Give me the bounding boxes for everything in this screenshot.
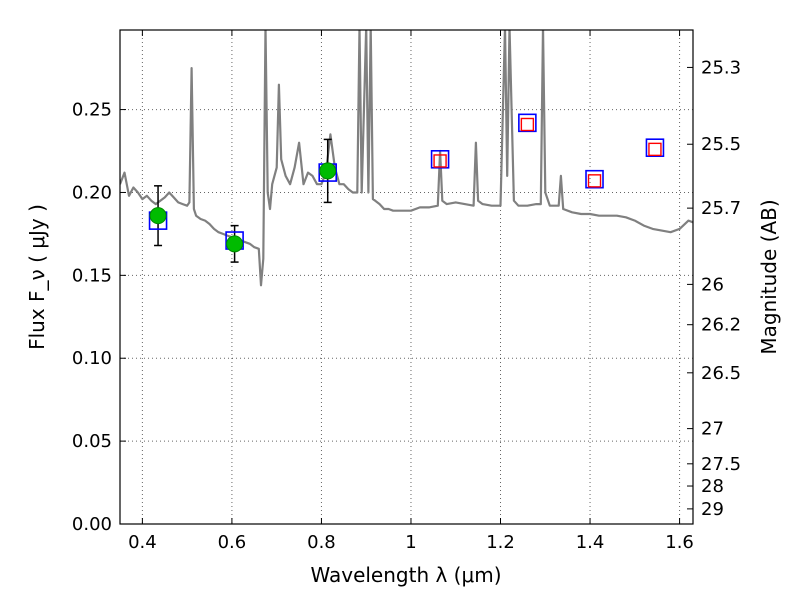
mag-tick-label: 25.3 — [701, 57, 741, 78]
observed-point — [226, 235, 244, 253]
observed-point — [319, 162, 337, 180]
model-square-blue — [585, 169, 604, 189]
model-square-red — [648, 142, 662, 157]
y2-axis-title: Magnitude (AB) — [757, 199, 781, 354]
y-tick-label: 0.10 — [72, 348, 112, 369]
x-tick-label: 1.4 — [576, 532, 605, 553]
model-square-red — [433, 154, 447, 168]
x-tick-label: 0.6 — [218, 532, 247, 553]
plot-frame — [119, 29, 694, 525]
model-square-blue — [430, 150, 450, 169]
x-tick-label: 1.2 — [486, 532, 515, 553]
x-axis-title: Wavelength λ (μm) — [310, 563, 501, 587]
mag-tick-label: 26 — [701, 274, 724, 295]
spectrum-line — [120, 30, 693, 287]
mag-tick-label: 29 — [701, 499, 724, 520]
model-square-blue — [645, 138, 665, 157]
mag-tick-label: 26.5 — [701, 363, 741, 384]
plot-series — [120, 30, 693, 287]
mag-tick-label: 26.2 — [701, 315, 741, 336]
axis-ticks: 0.4 0.6 0.8 1 1.2 1.4 1.6 0.00 0.05 0.10 0.15 0.20 0… — [72, 30, 741, 553]
y-tick-label: 0.15 — [72, 265, 112, 286]
y-tick-label: 0.05 — [72, 431, 112, 452]
mag-tick-label: 25.7 — [701, 198, 741, 219]
y-tick-label: 0.25 — [72, 100, 112, 121]
x-tick-label: 0.8 — [307, 532, 336, 553]
mag-tick-label: 27 — [701, 419, 724, 440]
model-square-red — [587, 174, 602, 188]
x-tick-label: 0.4 — [128, 532, 157, 553]
mag-tick-label: 27.5 — [701, 454, 741, 475]
mag-tick-label: 25.5 — [701, 134, 741, 155]
x-tick-label: 1.6 — [665, 532, 694, 553]
model-square-red — [520, 117, 535, 132]
y-tick-label: 0.00 — [72, 514, 112, 535]
y-tick-label: 0.20 — [72, 182, 112, 203]
mag-tick-label: 28 — [701, 476, 724, 497]
observed-point — [149, 207, 167, 225]
x-tick-label: 1 — [405, 532, 416, 553]
model-square-blue — [518, 113, 537, 133]
y-axis-title: Flux F_ν ( μJy ) — [25, 204, 49, 350]
